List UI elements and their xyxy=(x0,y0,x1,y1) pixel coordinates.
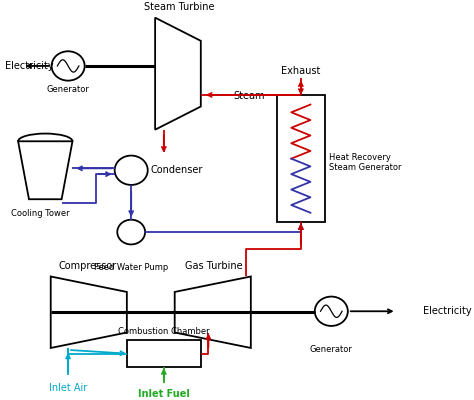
Text: Steam: Steam xyxy=(233,91,265,101)
Text: Electricity: Electricity xyxy=(423,306,471,316)
Text: Heat Recovery
Steam Generator: Heat Recovery Steam Generator xyxy=(329,153,401,172)
Text: Electricity: Electricity xyxy=(5,61,54,71)
Text: Cooling Tower: Cooling Tower xyxy=(10,209,69,218)
Text: Exhaust: Exhaust xyxy=(281,66,320,76)
Text: Inlet Fuel: Inlet Fuel xyxy=(138,388,190,398)
Text: Gas Turbine: Gas Turbine xyxy=(185,261,243,271)
Text: Inlet Air: Inlet Air xyxy=(49,383,87,393)
Text: Feed Water Pump: Feed Water Pump xyxy=(94,263,168,272)
Text: Condenser: Condenser xyxy=(151,165,203,175)
Text: Combustion Chamber: Combustion Chamber xyxy=(118,327,210,336)
Text: Generator: Generator xyxy=(310,345,353,354)
Text: Steam Turbine: Steam Turbine xyxy=(144,2,214,12)
Text: Compressor: Compressor xyxy=(59,261,117,271)
Text: Generator: Generator xyxy=(46,85,90,94)
